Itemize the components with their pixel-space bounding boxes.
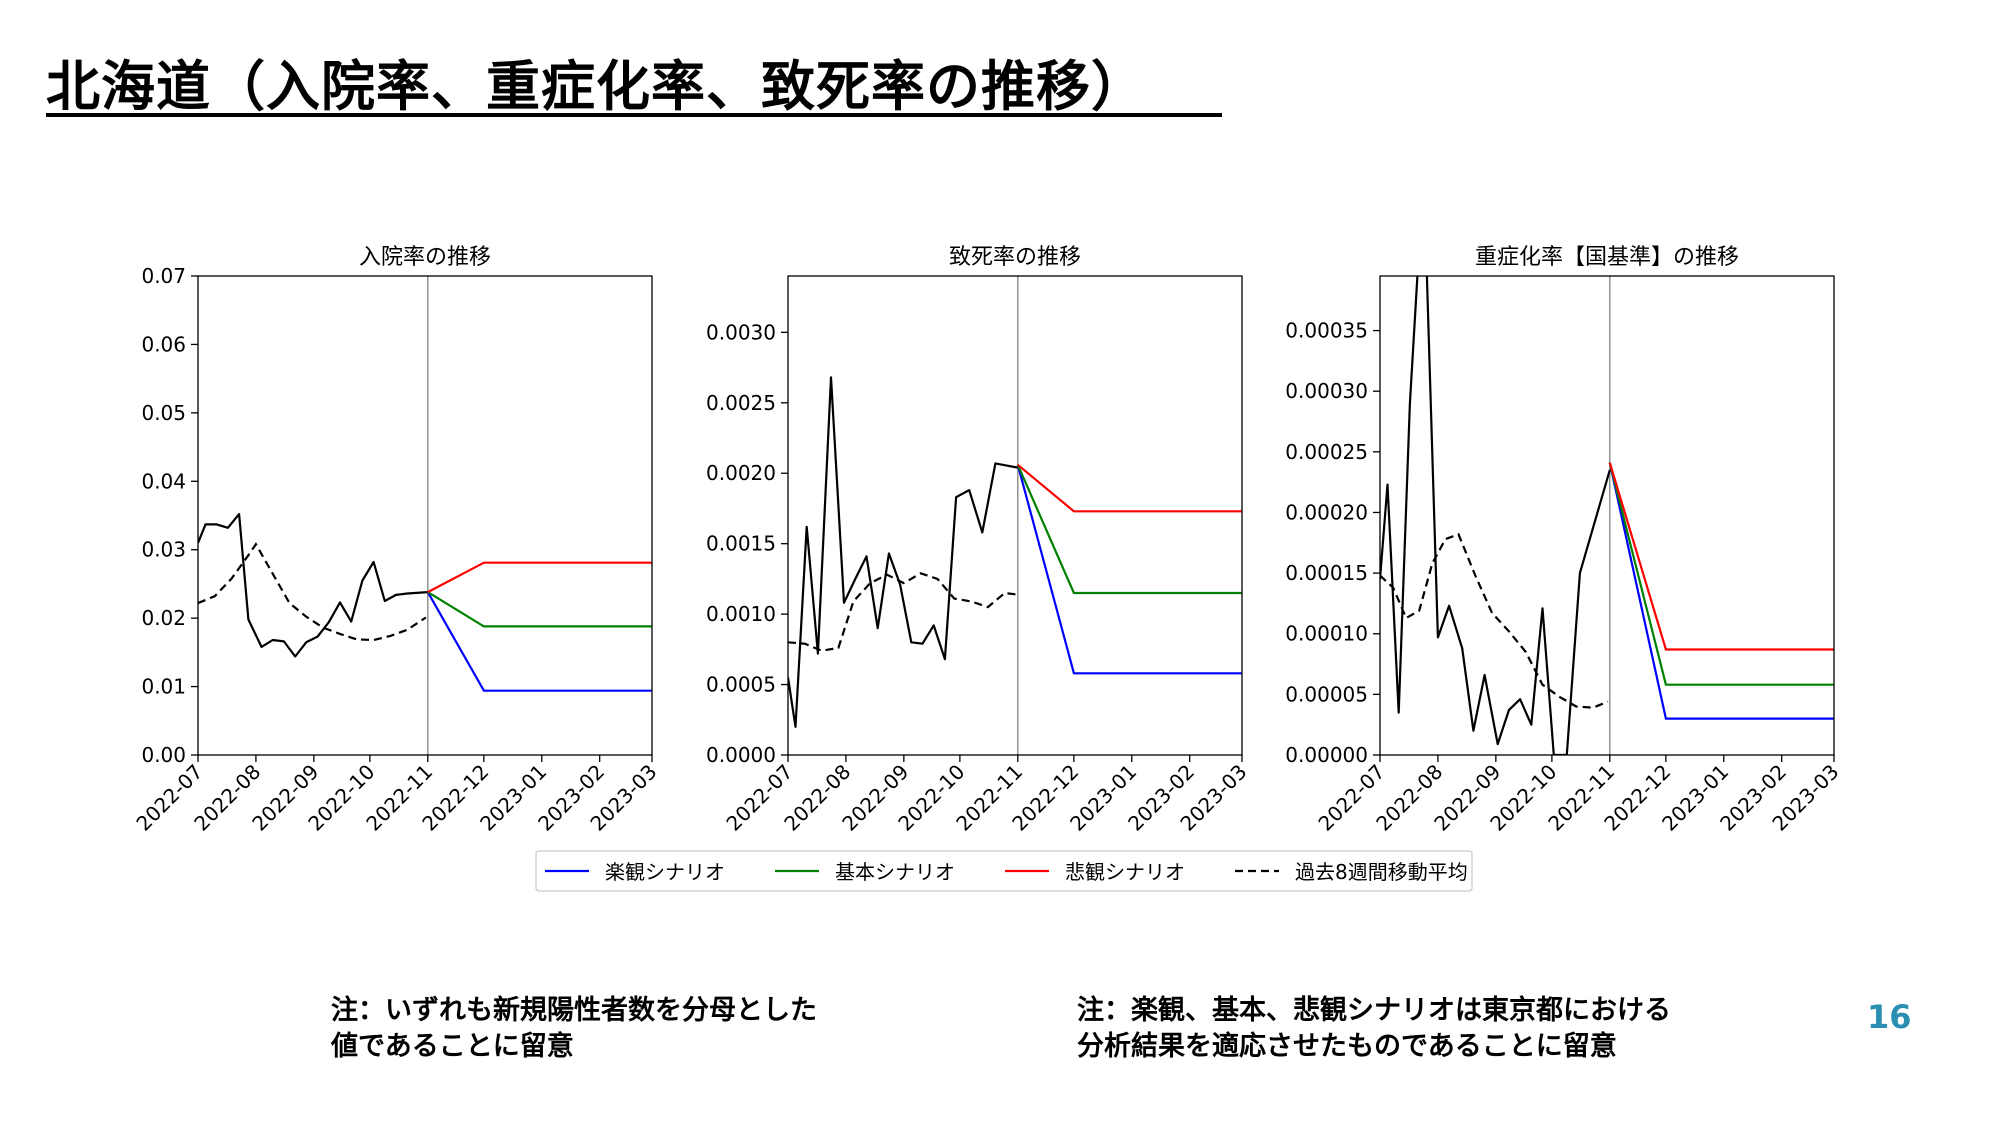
legend-box — [535, 850, 1473, 892]
y-tick-label: 0.0015 — [706, 532, 776, 556]
y-tick-label: 0.02 — [141, 606, 186, 630]
series-pessimistic — [1608, 462, 1834, 651]
y-tick-label: 0.00025 — [1285, 440, 1368, 464]
y-tick-label: 0.04 — [141, 469, 186, 493]
y-tick-label: 0.0020 — [706, 461, 776, 485]
plot-frame — [787, 275, 1243, 756]
chart-title: 致死率の推移 — [949, 245, 1081, 270]
note-scenarios: 注：楽観、基本、悲観シナリオは東京都における 分析結果を適応させたものであること… — [1077, 993, 1671, 1065]
series-pessimistic — [1017, 463, 1242, 513]
y-tick-label: 0.0030 — [706, 320, 776, 344]
series-baseline — [1016, 464, 1242, 595]
series-baseline — [1608, 462, 1834, 686]
series-optimistic — [1016, 464, 1242, 675]
series-actual — [1380, 276, 1611, 755]
series-optimistic — [1608, 462, 1834, 720]
y-tick-label: 0.00030 — [1285, 379, 1368, 403]
y-tick-label: 0.01 — [141, 675, 186, 699]
plot-area — [788, 376, 1242, 728]
legend-label-baseline: 基本シナリオ — [835, 860, 955, 884]
legend-label-moving_average: 過去8週間移動平均 — [1295, 860, 1468, 884]
y-tick-label: 0.0005 — [706, 673, 776, 697]
series-actual — [788, 376, 1019, 728]
chart-panel-2: 致死率の推移 0.0000 0.0005 0.0010 0.0015 0.0020 0.00… — [706, 245, 1252, 836]
legend: 楽観シナリオ 基本シナリオ 悲観シナリオ 過去8週間移動平均 — [535, 850, 1473, 892]
page-number: 16 — [1867, 998, 1912, 1036]
title-underline — [46, 113, 1222, 117]
y-tick-label: 0.06 — [141, 332, 186, 356]
y-tick-label: 0.07 — [141, 264, 186, 288]
plot-frame — [197, 275, 653, 756]
series-moving-average — [788, 572, 1017, 652]
chart-panel-1: 入院率の推移0.000.010.020.030.040.050.060.0720… — [131, 245, 661, 836]
series-actual — [198, 512, 428, 658]
plot-area — [1380, 276, 1834, 755]
chart-title: 入院率の推移 — [359, 245, 491, 270]
note-line: 注：楽観、基本、悲観シナリオは東京都における — [1077, 995, 1671, 1026]
note-line: 値であることに留意 — [331, 1031, 574, 1062]
series-optimistic — [426, 591, 652, 692]
series-moving-average — [198, 542, 427, 642]
chart-panel-3: 重症化率【国基準】の推移 0.00000 0.00005 0.00010 0.00015… — [1285, 245, 1843, 836]
legend-label-optimistic: 楽観シナリオ — [605, 860, 725, 884]
y-tick-label: 0.00020 — [1285, 500, 1368, 524]
plot-frame — [1379, 275, 1835, 756]
y-tick-label: 0.00005 — [1285, 682, 1368, 706]
plot-area — [198, 512, 652, 692]
chart-title: 重症化率【国基準】の推移 — [1475, 245, 1739, 270]
series-baseline — [427, 591, 652, 628]
y-tick-label: 0.00000 — [1285, 743, 1368, 767]
series-pessimistic — [427, 561, 652, 594]
page-title: 北海道（入院率、重症化率、致死率の推移） — [46, 55, 1146, 118]
y-tick-label: 0.0025 — [706, 391, 776, 415]
legend-label-pessimistic: 悲観シナリオ — [1065, 860, 1185, 884]
y-tick-label: 0.05 — [141, 401, 186, 425]
y-tick-label: 0.00 — [141, 743, 186, 767]
note-line: 分析結果を適応させたものであることに留意 — [1077, 1031, 1617, 1062]
y-tick-label: 0.00035 — [1285, 319, 1368, 343]
y-tick-label: 0.0010 — [706, 602, 776, 626]
y-tick-label: 0.03 — [141, 538, 186, 562]
y-tick-label: 0.00010 — [1285, 622, 1368, 646]
note-denominator: 注：いずれも新規陽性者数を分母とした 値であることに留意 — [331, 993, 817, 1065]
series-moving-average — [1380, 532, 1609, 709]
y-tick-label: 0.00015 — [1285, 561, 1368, 585]
note-line: 注：いずれも新規陽性者数を分母とした — [331, 995, 817, 1026]
y-tick-label: 0.0000 — [706, 743, 776, 767]
